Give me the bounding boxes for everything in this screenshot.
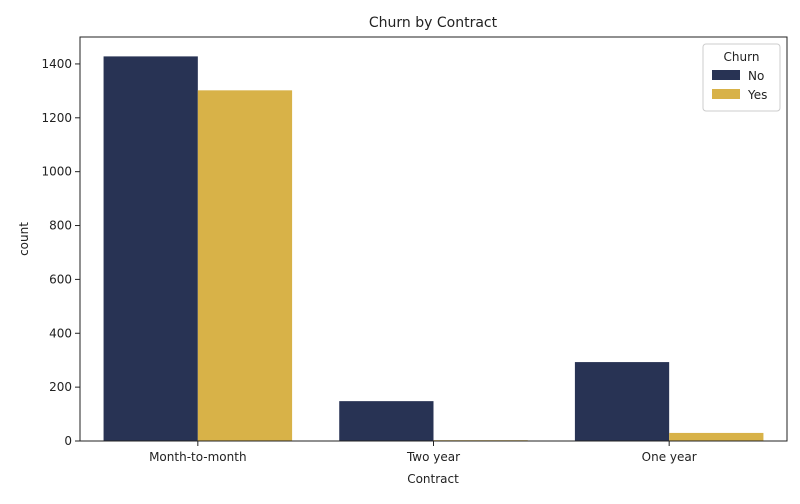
bar-month-to-month-yes [197, 90, 293, 441]
y-axis: 0 200 400 600 800 1000 1200 1400 [41, 57, 80, 448]
y-tick-label: 400 [49, 326, 72, 340]
chart-title: Churn by Contract [369, 15, 498, 31]
legend-label-yes: Yes [747, 88, 767, 102]
bar-one-year-yes [669, 432, 764, 441]
y-tick-label: 1000 [41, 165, 72, 179]
y-tick-label: 1200 [41, 111, 72, 125]
y-tick-label: 1400 [41, 57, 72, 71]
bar-two-year-no [339, 401, 434, 441]
x-axis-label: Contract [407, 472, 459, 486]
legend: Churn No Yes [702, 43, 781, 112]
y-tick-label: 600 [49, 272, 72, 286]
bar-month-to-month-no [103, 56, 198, 441]
plot-frame [79, 36, 788, 442]
bar-one-year-no [574, 362, 670, 441]
legend-swatch-yes [712, 89, 740, 99]
x-tick-label: Two year [406, 450, 460, 464]
legend-title: Churn [724, 50, 760, 64]
y-axis-label: count [17, 222, 31, 256]
x-tick-label: One year [642, 450, 697, 464]
x-axis: Month-to-month Two year One year [149, 441, 697, 464]
x-tick-label: Month-to-month [149, 450, 247, 464]
legend-label-no: No [748, 69, 764, 83]
bars-group [103, 56, 764, 441]
legend-swatch-no [712, 70, 740, 80]
y-tick-label: 200 [49, 380, 72, 394]
y-tick-label: 0 [64, 434, 72, 448]
y-tick-label: 800 [49, 219, 72, 233]
